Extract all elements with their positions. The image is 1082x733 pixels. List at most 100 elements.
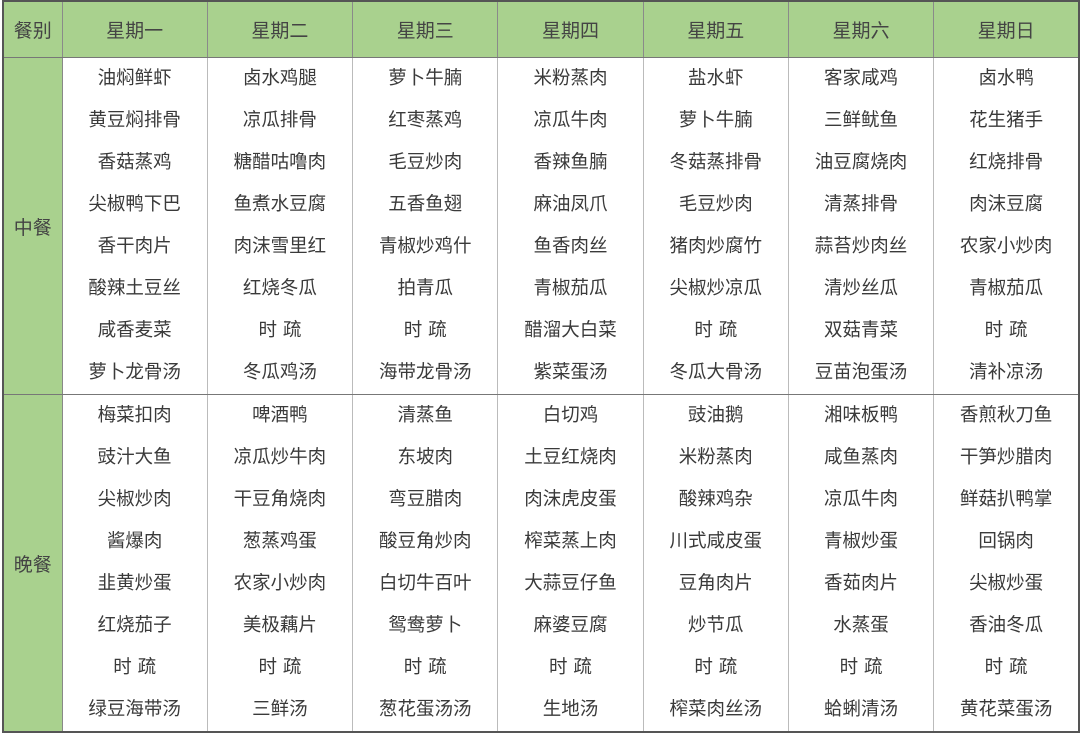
dish-item: 美极藕片 [242, 615, 317, 636]
dish-item: 醋溜大白菜 [524, 320, 617, 341]
dish-item: 海带龙骨汤 [378, 362, 472, 383]
dish-item: 毛豆炒肉 [388, 152, 463, 173]
dish-item: 韭黄炒蛋 [97, 573, 172, 594]
dish-item: 油焖鲜虾 [97, 68, 172, 89]
dish-item: 蛤蜊清汤 [824, 699, 899, 720]
dish-item: 蒜苔炒肉丝 [814, 236, 908, 257]
dish-item: 冬瓜鸡汤 [242, 362, 317, 383]
dish-item: 三鲜汤 [252, 699, 308, 720]
dish-item: 梅菜扣肉 [97, 405, 172, 426]
dish-item: 酱爆肉 [106, 531, 163, 552]
dish-item: 时 疏 [549, 657, 592, 678]
dish-item: 冬菇蒸排骨 [669, 152, 763, 173]
dish-item: 盐水虾 [688, 68, 744, 89]
dish-item: 卤水鸡腿 [242, 68, 317, 89]
dish-item: 葱花蛋汤汤 [378, 699, 472, 720]
dish-item: 土豆红烧肉 [524, 447, 617, 468]
dish-item: 肉沫豆腐 [969, 194, 1044, 215]
dish-item: 酸辣鸡杂 [678, 489, 753, 510]
dish-item: 农家小炒肉 [959, 236, 1053, 257]
dish-item: 尖椒炒凉瓜 [669, 278, 763, 299]
day-dishes-cell: 客家咸鸡 三鲜鱿鱼 油豆腐烧肉 清蒸排骨 蒜苔炒肉丝 清炒丝瓜 双菇青菜 豆苗泡蛋汤 [787, 57, 935, 395]
lunch-row: 中餐 油焖鲜虾 黄豆焖排骨 香菇蒸鸡 尖椒鸭下巴 香干肉片 酸辣土豆丝 咸香麦菜 萝卜龙骨汤 卤水… [2, 57, 1080, 395]
dish-item: 时 疏 [403, 320, 447, 341]
dish-item: 香油冬瓜 [969, 615, 1044, 636]
dish-item: 紫菜蛋汤 [533, 362, 608, 383]
dish-item: 湘味板鸭 [824, 405, 899, 426]
day-header: 星期三 [352, 0, 499, 58]
dish-item: 大蒜豆仔鱼 [524, 573, 617, 594]
dish-item: 时 疏 [694, 657, 738, 678]
meal-column-header: 餐别 [2, 0, 63, 58]
dish-item: 双菇青菜 [824, 320, 899, 341]
dish-item: 萝卜牛腩 [678, 110, 753, 131]
dish-item: 青椒茄瓜 [533, 278, 608, 299]
dish-item: 尖椒炒蛋 [969, 573, 1044, 594]
dish-item: 葱蒸鸡蛋 [242, 531, 317, 552]
day-header: 星期一 [61, 0, 208, 58]
dish-item: 时 疏 [984, 320, 1028, 341]
dish-item: 糖醋咕噜肉 [233, 152, 327, 173]
dish-item: 花生猪手 [969, 110, 1044, 131]
dish-item: 干豆角烧肉 [233, 489, 327, 510]
dish-item: 红烧冬瓜 [242, 278, 317, 299]
dish-item: 萝卜牛腩 [388, 68, 463, 89]
dish-item: 凉瓜排骨 [242, 110, 317, 131]
dish-item: 白切鸡 [542, 405, 599, 426]
dish-item: 酸豆角炒肉 [378, 531, 472, 552]
dish-item: 清炒丝瓜 [824, 278, 899, 299]
dish-item: 鲜菇扒鸭掌 [959, 489, 1053, 510]
dish-item: 黄豆焖排骨 [88, 110, 181, 131]
dish-item: 东坡肉 [397, 447, 453, 468]
day-dishes-cell: 米粉蒸肉 凉瓜牛肉 香辣鱼腩 麻油凤爪 鱼香肉丝 青椒茄瓜 醋溜大白菜 紫菜蛋汤 [497, 57, 644, 395]
dish-item: 凉瓜牛肉 [533, 110, 608, 131]
day-header: 星期六 [787, 0, 935, 58]
dish-item: 清补凉汤 [969, 362, 1044, 383]
dish-item: 水蒸蛋 [833, 615, 889, 636]
dish-item: 麻油凤爪 [533, 194, 608, 215]
dish-item: 冬瓜大骨汤 [669, 362, 763, 383]
dish-item: 卤水鸭 [978, 68, 1034, 89]
day-dishes-cell: 卤水鸡腿 凉瓜排骨 糖醋咕噜肉 鱼煮水豆腐 肉沫雪里红 红烧冬瓜时 疏冬瓜鸡汤 [206, 57, 354, 395]
dish-item: 凉瓜炒牛肉 [233, 447, 327, 468]
dish-item: 鱼煮水豆腐 [233, 194, 327, 215]
day-header: 星期二 [206, 0, 354, 58]
dish-item: 黄花菜蛋汤 [959, 699, 1053, 720]
dish-item: 三鲜鱿鱼 [824, 110, 899, 131]
day-dishes-cell: 湘味板鸭 咸鱼蒸肉 凉瓜牛肉 青椒炒蛋 香茹肉片 水蒸蛋时 疏蛤蜊清汤 [787, 394, 935, 733]
dish-item: 尖椒鸭下巴 [88, 194, 181, 215]
dish-item: 清蒸排骨 [824, 194, 899, 215]
dinner-row: 晚餐 梅菜扣肉 豉汁大鱼 尖椒炒肉 酱爆肉 韭黄炒蛋 红烧茄子时 疏绿豆海带汤 啤酒鸭 凉瓜炒牛… [2, 394, 1080, 733]
day-dishes-cell: 盐水虾 萝卜牛腩 冬菇蒸排骨 毛豆炒肉 猪肉炒腐竹 尖椒炒凉瓜时 疏冬瓜大骨汤 [642, 57, 789, 395]
day-dishes-cell: 白切鸡 土豆红烧肉 肉沫虎皮蛋 榨菜蒸上肉 大蒜豆仔鱼 麻婆豆腐时 疏生地汤 [497, 394, 644, 733]
day-dishes-cell: 梅菜扣肉 豉汁大鱼 尖椒炒肉 酱爆肉 韭黄炒蛋 红烧茄子时 疏绿豆海带汤 [61, 394, 208, 733]
meal-label: 晚餐 [2, 394, 63, 733]
dish-item: 萝卜龙骨汤 [88, 362, 181, 383]
dish-item: 青椒炒鸡什 [378, 236, 472, 257]
day-dishes-cell: 豉油鹅 米粉蒸肉 酸辣鸡杂 川式咸皮蛋 豆角肉片 炒节瓜时 疏榨菜肉丝汤 [642, 394, 789, 733]
dish-item: 咸香麦菜 [97, 320, 172, 341]
dish-item: 青椒炒蛋 [824, 531, 899, 552]
dish-item: 干笋炒腊肉 [959, 447, 1053, 468]
meal-label: 中餐 [2, 57, 63, 395]
dish-item: 米粉蒸肉 [533, 68, 608, 89]
dish-item: 鱼香肉丝 [533, 236, 608, 257]
dish-item: 时 疏 [694, 320, 738, 341]
dish-item: 红烧排骨 [969, 152, 1044, 173]
dish-item: 时 疏 [113, 657, 157, 678]
dish-item: 肉沫虎皮蛋 [524, 489, 617, 510]
dish-item: 肉沫雪里红 [233, 236, 327, 257]
dish-item: 时 疏 [403, 657, 447, 678]
dish-item: 猪肉炒腐竹 [669, 236, 763, 257]
day-dishes-cell: 萝卜牛腩 红枣蒸鸡 毛豆炒肉 五香鱼翅 青椒炒鸡什 拍青瓜时 疏海带龙骨汤 [352, 57, 499, 395]
dish-item: 生地汤 [542, 699, 599, 720]
day-dishes-cell: 清蒸鱼 东坡肉 弯豆腊肉 酸豆角炒肉 白切牛百叶 鸳鸯萝卜时 疏葱花蛋汤汤 [352, 394, 499, 733]
dish-item: 炒节瓜 [688, 615, 744, 636]
dish-item: 香茹肉片 [824, 573, 899, 594]
day-dishes-cell: 油焖鲜虾 黄豆焖排骨 香菇蒸鸡 尖椒鸭下巴 香干肉片 酸辣土豆丝 咸香麦菜 萝卜龙骨汤 [61, 57, 208, 395]
day-dishes-cell: 卤水鸭 花生猪手 红烧排骨 肉沫豆腐 农家小炒肉 青椒茄瓜时 疏清补凉汤 [933, 57, 1080, 395]
dish-item: 榨菜蒸上肉 [524, 531, 617, 552]
dish-item: 红烧茄子 [97, 615, 172, 636]
dish-item: 啤酒鸭 [252, 405, 308, 426]
